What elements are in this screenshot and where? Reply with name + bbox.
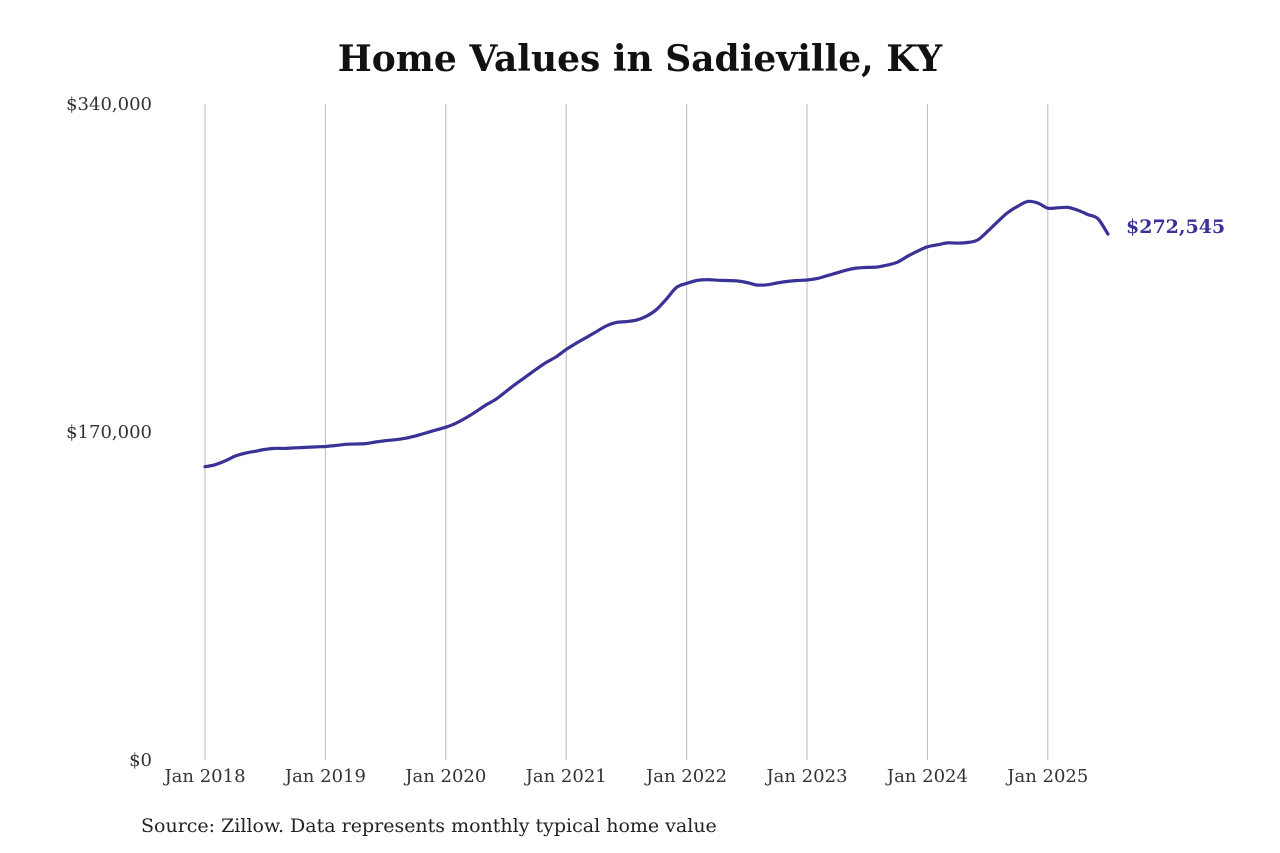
series-line: [203, 199, 1110, 469]
gridlines: [204, 104, 1049, 760]
chart-source: Source: Zillow. Data represents monthly …: [141, 815, 717, 837]
x-tick-label: Jan 2021: [524, 766, 607, 787]
x-tick-label: Jan 2023: [764, 766, 847, 787]
x-tick-label: Jan 2022: [644, 766, 727, 787]
y-axis: $0 $170,000 $340,000: [66, 94, 152, 771]
x-tick-label: Jan 2020: [403, 766, 486, 787]
x-tick-label: Jan 2019: [283, 766, 366, 787]
y-tick-label: $340,000: [66, 94, 152, 115]
chart-title: Home Values in Sadieville, KY: [337, 38, 943, 80]
x-tick-label: Jan 2024: [885, 766, 968, 787]
end-value-label: $272,545: [1126, 216, 1225, 238]
x-tick-label: Jan 2025: [1005, 766, 1088, 787]
y-tick-label: $170,000: [66, 422, 152, 443]
x-axis: Jan 2018 Jan 2019 Jan 2020 Jan 2021 Jan 2022…: [162, 766, 1088, 787]
x-tick-label: Jan 2018: [162, 766, 245, 787]
y-tick-label: $0: [129, 750, 152, 771]
